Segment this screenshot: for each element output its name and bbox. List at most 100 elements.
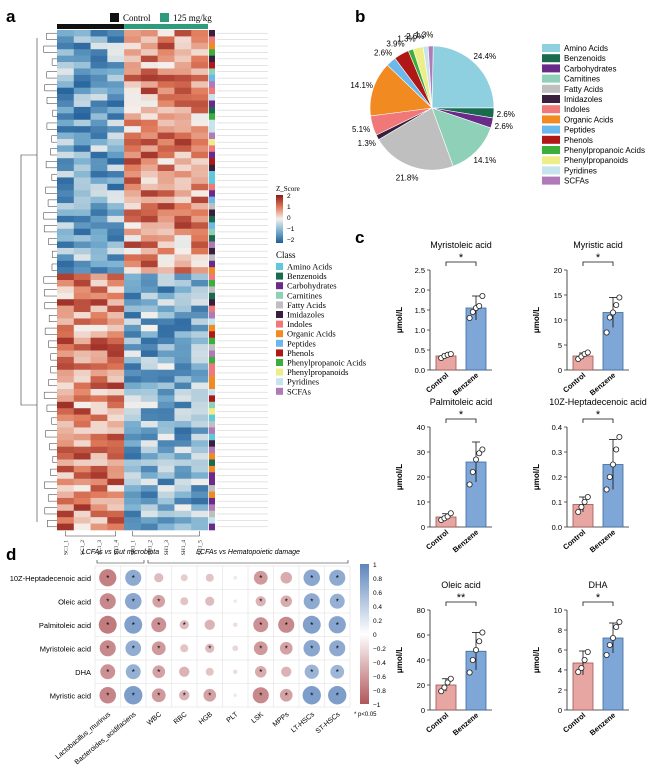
heatmap-a-cell <box>90 376 108 383</box>
heatmap-a-cell <box>191 222 209 230</box>
pie-legend-label: Peptides <box>564 126 595 135</box>
heatmap-a-cell <box>57 312 75 319</box>
heatmap-a-cell <box>57 62 75 69</box>
y-tick-label: 8 <box>558 626 562 635</box>
data-point <box>616 294 623 301</box>
heatmap-a-cell <box>157 395 175 403</box>
class-label: Peptides <box>287 338 316 348</box>
bar-chart-title: Myristoleic acid <box>430 240 492 250</box>
heatmap-a-cell <box>73 446 91 454</box>
data-point <box>447 350 454 357</box>
heatmap-a-cell <box>57 491 75 499</box>
corr-circle <box>303 569 321 587</box>
heatmap-a-cell <box>73 260 91 268</box>
heatmap-a-cell <box>90 356 108 364</box>
data-point <box>613 624 620 631</box>
heatmap-a-class-cell <box>209 280 215 287</box>
heatmap-a-cell <box>90 421 108 428</box>
corr-colorbar-tick: −0.8 <box>373 688 386 695</box>
heatmap-a-cell <box>124 491 142 499</box>
heatmap-a-column-label: SH1_5 <box>198 540 204 556</box>
y-tick-label: 20 <box>554 266 562 275</box>
heatmap-a-cell <box>73 203 91 210</box>
corr-colorbar <box>360 564 369 704</box>
corr-circle <box>125 569 142 586</box>
corr-circle <box>232 622 238 628</box>
heatmap-a-cell <box>174 183 192 191</box>
heatmap-a-cell <box>191 190 209 197</box>
heatmap-a-cell <box>191 100 209 108</box>
corr-significance-mark: * <box>336 644 339 653</box>
heatmap-a-class-cell <box>209 267 215 274</box>
heatmap-a-cell <box>107 280 125 287</box>
heatmap-a-cell <box>90 395 108 403</box>
panel-label-a: a <box>6 7 16 26</box>
corr-circle <box>152 665 166 679</box>
heatmap-a-cell <box>73 74 91 82</box>
heatmap-a-cell <box>107 523 125 531</box>
heatmap-a-cell <box>157 36 175 44</box>
corr-note: * p<0.05 <box>354 712 377 718</box>
heatmap-a-cell <box>73 113 91 121</box>
heatmap-a-cell <box>90 465 108 473</box>
heatmap-a-cell <box>57 87 75 95</box>
corr-circle <box>279 688 293 702</box>
heatmap-a-cell <box>140 382 158 390</box>
corr-circle <box>280 572 292 584</box>
heatmap-a-cell <box>157 433 175 441</box>
heatmap-a-cell <box>107 440 125 447</box>
heatmap-a-cell <box>57 209 75 217</box>
heatmap-a-cell <box>140 138 158 146</box>
y-tick-label: 4 <box>558 666 562 675</box>
heatmap-a-class-cell <box>209 132 215 140</box>
heatmap-a-cell <box>73 30 91 37</box>
heatmap-a-cell <box>107 459 125 467</box>
heatmap-a-cell <box>174 491 192 499</box>
heatmap-a-cell <box>57 331 75 338</box>
dendrogram-branch <box>43 391 57 399</box>
heatmap-a-cell <box>174 247 192 255</box>
heatmap-a-cell <box>174 414 192 422</box>
heatmap-a-cell <box>57 196 75 204</box>
heatmap-a-cell <box>124 183 142 191</box>
heatmap-a-cell <box>191 299 209 306</box>
corr-significance-mark: * <box>106 644 109 653</box>
pie-slice <box>369 64 433 117</box>
heatmap-a-cell <box>90 401 108 409</box>
corr-circle <box>98 615 117 634</box>
heatmap-a-cell <box>191 504 209 512</box>
data-point <box>606 642 613 649</box>
class-swatch <box>276 291 283 299</box>
heatmap-a-cell <box>174 376 192 383</box>
heatmap-a-class-cell <box>209 408 215 415</box>
heatmap-a-cell <box>57 401 75 409</box>
corr-circle <box>125 664 141 680</box>
heatmap-a-cell <box>191 510 209 518</box>
y-tick-label: 2.5 <box>415 266 425 275</box>
data-point <box>610 461 617 468</box>
heatmap-a-cell <box>157 49 175 56</box>
heatmap-a-cell <box>124 459 142 467</box>
dendrogram-branch <box>132 531 200 537</box>
heatmap-a-cell <box>90 280 108 287</box>
heatmap-a-cell <box>157 440 175 447</box>
pie-value-label: 2.6% <box>497 110 515 119</box>
heatmap-a-cell <box>73 510 91 518</box>
x-tick-label: Benzene <box>588 528 617 555</box>
heatmap-a-cell <box>191 267 209 274</box>
class-swatch <box>276 272 283 280</box>
heatmap-a-cell <box>124 478 142 486</box>
heatmap-a-cell <box>124 376 142 383</box>
heatmap-a-cell <box>174 356 192 364</box>
heatmap-a-class-cell <box>209 30 215 37</box>
x-tick-label: Benzene <box>588 371 617 398</box>
heatmap-a-cell <box>124 113 142 121</box>
heatmap-a-cell <box>57 497 75 505</box>
heatmap-a-cell <box>124 453 142 460</box>
heatmap-a-cell <box>191 228 209 236</box>
heatmap-a-cell <box>157 100 175 108</box>
bar-chart-title: Myristic acid <box>573 240 623 250</box>
heatmap-a-cell <box>174 382 192 390</box>
corr-circle <box>151 641 166 656</box>
corr-significance-mark: * <box>132 621 135 630</box>
